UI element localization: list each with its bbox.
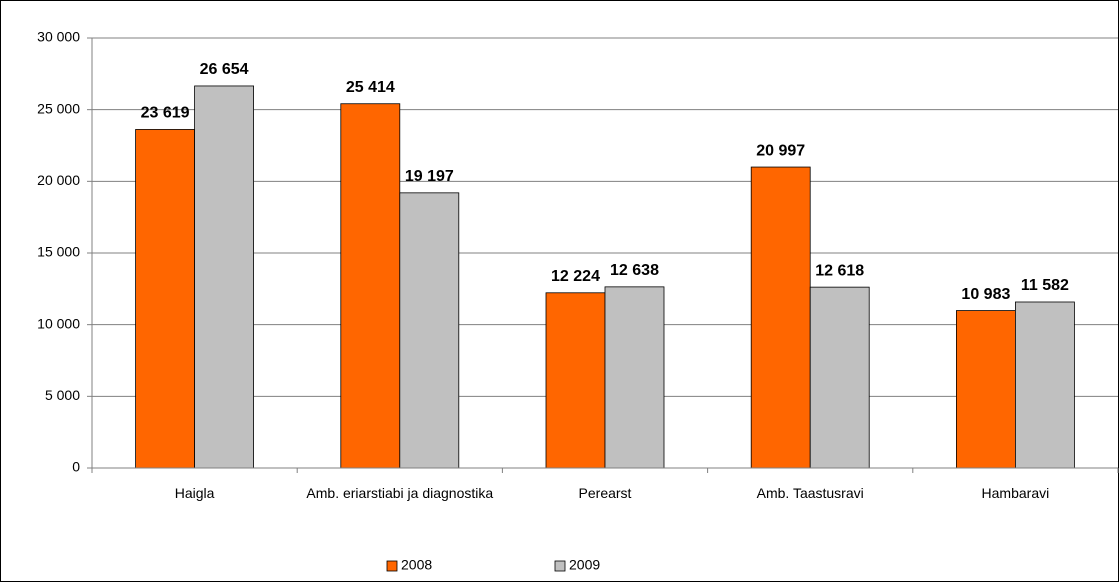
value-label: 23 619 — [141, 105, 190, 122]
value-label: 25 414 — [346, 79, 395, 96]
x-tick-label: Perearst — [578, 485, 632, 501]
legend-label: 2008 — [401, 557, 432, 573]
y-tick-label: 30 000 — [37, 29, 80, 45]
y-tick-label: 20 000 — [37, 172, 80, 188]
y-tick-label: 10 000 — [37, 315, 80, 331]
y-tick-label: 15 000 — [37, 244, 80, 260]
value-label: 19 197 — [405, 168, 454, 185]
bar — [399, 192, 460, 469]
y-tick-label: 25 000 — [37, 100, 80, 116]
value-label: 10 983 — [961, 286, 1010, 303]
legend-label: 2009 — [569, 557, 600, 573]
y-tick-label: 5 000 — [45, 387, 80, 403]
x-tick-label: Hambaravi — [981, 485, 1050, 501]
value-label: 26 654 — [200, 61, 249, 78]
legend-swatch — [386, 560, 398, 572]
bar — [194, 85, 255, 469]
value-label: 12 638 — [610, 262, 659, 279]
value-label: 12 618 — [815, 262, 864, 279]
y-tick-label: 0 — [72, 459, 80, 475]
bar — [340, 103, 401, 469]
x-tick-label: Haigla — [174, 485, 215, 501]
bar — [545, 292, 606, 469]
legend-swatch — [554, 560, 566, 572]
x-tick-label: Amb. Taastusravi — [756, 485, 864, 501]
bar — [750, 166, 811, 469]
bar — [809, 286, 870, 469]
value-label: 12 224 — [551, 268, 600, 285]
bar — [604, 286, 665, 469]
value-label: 11 582 — [1021, 277, 1069, 294]
bar — [956, 310, 1016, 469]
value-label: 20 997 — [756, 142, 805, 159]
x-tick-label: Amb. eriarstiabi ja diagnostika — [306, 485, 494, 501]
bar — [1015, 301, 1075, 469]
bar — [135, 129, 196, 469]
